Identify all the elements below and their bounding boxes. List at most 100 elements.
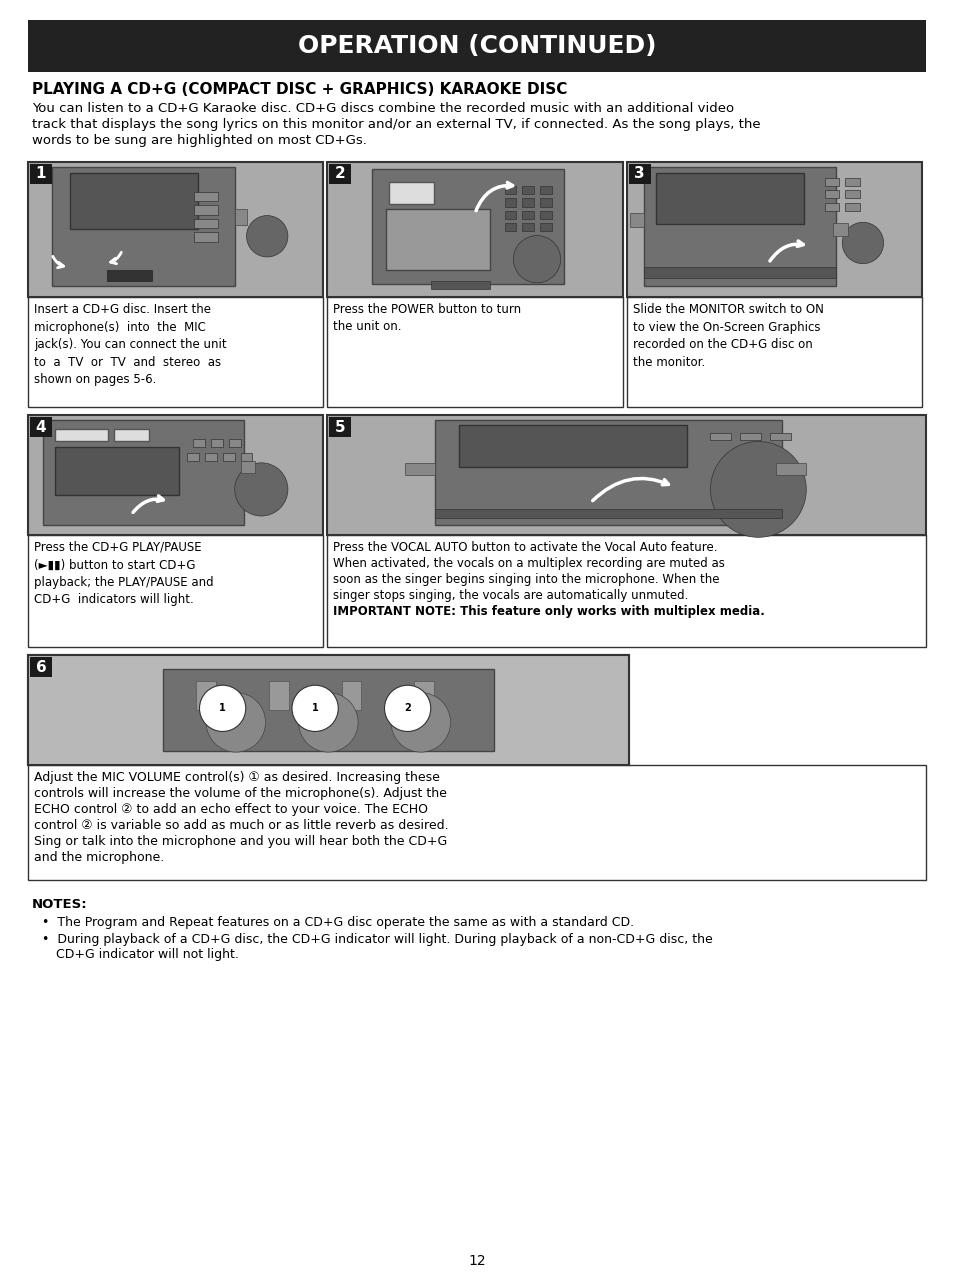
Bar (113, 430, 149, 441)
Text: track that displays the song lyrics on this monitor and/or an external TV, if co: track that displays the song lyrics on t… (32, 118, 760, 131)
Bar (435, 420, 781, 525)
Bar (329, 417, 351, 438)
Circle shape (513, 235, 560, 282)
Bar (740, 432, 760, 440)
Text: PLAYING A CD+G (COMPACT DISC + GRAPHICS) KARAOKE DISC: PLAYING A CD+G (COMPACT DISC + GRAPHICS)… (32, 81, 567, 97)
Bar (458, 425, 686, 467)
Text: ECHO control ② to add an echo effect to your voice. The ECHO: ECHO control ② to add an echo effect to … (34, 803, 428, 817)
Bar (28, 296, 323, 407)
Bar (626, 296, 921, 407)
Bar (223, 453, 234, 460)
Text: 5: 5 (335, 420, 345, 435)
Bar (30, 417, 52, 438)
Text: IMPORTANT NOTE: This feature only works with multiplex media.: IMPORTANT NOTE: This feature only works … (333, 605, 764, 618)
Bar (194, 233, 218, 242)
Bar (194, 205, 218, 215)
Bar (386, 210, 489, 270)
Bar (327, 415, 925, 536)
Circle shape (292, 686, 338, 731)
Circle shape (710, 441, 805, 537)
Bar (28, 415, 323, 536)
Bar (329, 164, 351, 184)
Bar (823, 202, 839, 211)
Bar (629, 214, 643, 226)
Bar (643, 168, 836, 286)
Text: Sing or talk into the microphone and you will hear both the CD+G: Sing or talk into the microphone and you… (34, 834, 447, 848)
Bar (844, 178, 859, 186)
Bar (405, 463, 435, 474)
Bar (194, 192, 218, 201)
Bar (435, 509, 781, 518)
Bar (28, 20, 925, 73)
Text: 3: 3 (634, 167, 644, 182)
Text: 1: 1 (35, 167, 46, 182)
Bar (194, 219, 218, 228)
Bar (656, 173, 803, 224)
Bar (341, 681, 361, 710)
Bar (28, 655, 628, 764)
Bar (28, 764, 925, 880)
Circle shape (199, 686, 246, 731)
Bar (211, 439, 223, 448)
Bar (269, 681, 289, 710)
Bar (30, 164, 52, 184)
Text: soon as the singer begins singing into the microphone. When the: soon as the singer begins singing into t… (333, 572, 720, 586)
Bar (504, 223, 516, 230)
Bar (504, 211, 516, 219)
Bar (389, 182, 434, 204)
Bar (107, 270, 152, 281)
Text: and the microphone.: and the microphone. (34, 851, 164, 864)
Text: Press the POWER button to turn
the unit on.: Press the POWER button to turn the unit … (333, 303, 521, 333)
Bar (628, 164, 650, 184)
Text: You can listen to a CD+G Karaoke disc. CD+G discs combine the recorded music wit: You can listen to a CD+G Karaoke disc. C… (32, 102, 734, 114)
Text: NOTES:: NOTES: (32, 898, 88, 911)
Bar (54, 430, 108, 441)
Circle shape (391, 693, 450, 752)
Circle shape (246, 215, 288, 257)
Bar (414, 681, 434, 710)
Bar (43, 420, 243, 525)
Bar (643, 267, 836, 279)
Bar (430, 281, 489, 289)
Bar (240, 460, 255, 473)
Bar (28, 655, 628, 764)
Circle shape (841, 223, 882, 263)
Bar (833, 223, 847, 237)
Bar (327, 296, 622, 407)
Text: words to be sung are highlighted on most CD+Gs.: words to be sung are highlighted on most… (32, 134, 367, 148)
Bar (769, 432, 790, 440)
Bar (539, 211, 551, 219)
Bar (823, 191, 839, 198)
Bar (196, 681, 215, 710)
Circle shape (234, 463, 288, 516)
Text: controls will increase the volume of the microphone(s). Adjust the: controls will increase the volume of the… (34, 787, 446, 800)
Text: Press the CD+G PLAY/PAUSE
(►▮▮) button to start CD+G
playback; the PLAY/PAUSE an: Press the CD+G PLAY/PAUSE (►▮▮) button t… (34, 541, 213, 607)
Circle shape (206, 693, 265, 752)
Bar (844, 191, 859, 198)
Bar (163, 669, 493, 752)
Text: Adjust the MIC VOLUME control(s) ① as desired. Increasing these: Adjust the MIC VOLUME control(s) ① as de… (34, 771, 439, 784)
Text: OPERATION (CONTINUED): OPERATION (CONTINUED) (297, 34, 656, 59)
Bar (521, 186, 534, 195)
Bar (229, 439, 240, 448)
Bar (823, 178, 839, 186)
Text: singer stops singing, the vocals are automatically unmuted.: singer stops singing, the vocals are aut… (333, 589, 688, 602)
Bar (539, 186, 551, 195)
Text: CD+G indicator will not light.: CD+G indicator will not light. (56, 948, 238, 962)
Bar (521, 198, 534, 206)
Bar (626, 162, 921, 296)
Bar (54, 448, 178, 495)
Bar (521, 211, 534, 219)
Bar (240, 453, 253, 460)
Text: 12: 12 (468, 1254, 485, 1268)
Bar (539, 223, 551, 230)
Bar (28, 536, 323, 647)
Text: control ② is variable so add as much or as little reverb as desired.: control ② is variable so add as much or … (34, 819, 448, 832)
Bar (710, 432, 731, 440)
Bar (28, 162, 323, 296)
Bar (205, 453, 216, 460)
Bar (51, 168, 234, 286)
Text: Press the VOCAL AUTO button to activate the Vocal Auto feature.: Press the VOCAL AUTO button to activate … (333, 541, 717, 555)
Bar (327, 536, 925, 647)
Bar (188, 453, 199, 460)
